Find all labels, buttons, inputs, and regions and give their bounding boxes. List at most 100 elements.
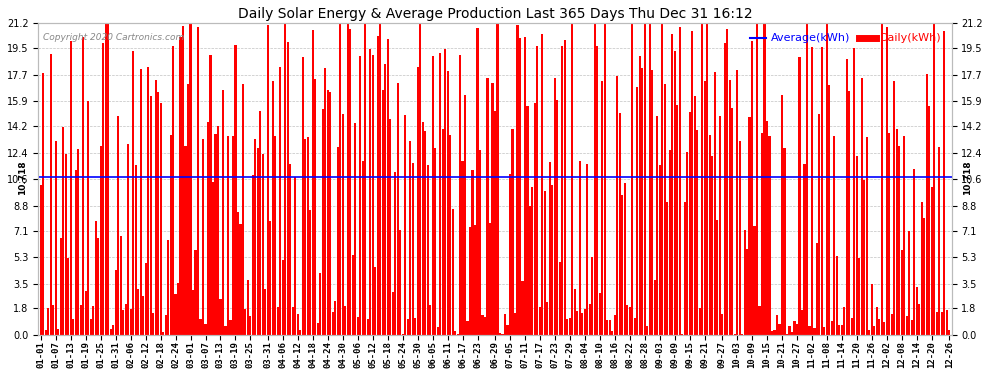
Bar	[177, 284, 179, 335]
Bar	[646, 326, 648, 335]
Bar	[222, 90, 224, 335]
Bar	[911, 320, 913, 335]
Bar	[756, 24, 758, 335]
Bar	[539, 307, 541, 335]
Bar	[294, 177, 296, 335]
Bar	[931, 187, 933, 335]
Bar	[79, 305, 82, 335]
Bar	[77, 148, 79, 335]
Bar	[512, 129, 514, 335]
Bar	[918, 304, 921, 335]
Bar	[704, 81, 706, 335]
Bar	[235, 45, 237, 335]
Bar	[736, 70, 739, 335]
Bar	[574, 289, 576, 335]
Bar	[898, 146, 900, 335]
Bar	[397, 83, 399, 335]
Bar	[940, 312, 942, 335]
Bar	[247, 280, 249, 335]
Bar	[57, 329, 59, 335]
Bar	[771, 331, 773, 335]
Bar	[249, 316, 251, 335]
Bar	[174, 294, 176, 335]
Bar	[117, 116, 119, 335]
Bar	[351, 255, 353, 335]
Bar	[125, 304, 127, 335]
Bar	[43, 74, 45, 335]
Bar	[936, 312, 938, 335]
Bar	[387, 39, 389, 335]
Bar	[746, 249, 748, 335]
Bar	[414, 318, 416, 335]
Bar	[501, 334, 504, 335]
Bar	[653, 280, 655, 335]
Bar	[934, 24, 936, 335]
Bar	[299, 330, 301, 335]
Bar	[194, 250, 197, 335]
Bar	[152, 313, 154, 335]
Bar	[354, 123, 356, 335]
Bar	[624, 183, 626, 335]
Bar	[891, 314, 893, 335]
Bar	[210, 55, 212, 335]
Bar	[858, 258, 860, 335]
Bar	[349, 29, 351, 335]
Bar	[419, 24, 421, 335]
Bar	[439, 53, 442, 335]
Bar	[95, 220, 97, 335]
Bar	[594, 24, 596, 335]
Bar	[132, 51, 135, 335]
Bar	[701, 24, 703, 335]
Bar	[853, 48, 855, 335]
Bar	[364, 24, 366, 335]
Bar	[786, 334, 788, 335]
Bar	[763, 24, 765, 335]
Bar	[167, 240, 169, 335]
Bar	[836, 256, 838, 335]
Bar	[384, 64, 386, 335]
Bar	[137, 289, 140, 335]
Bar	[561, 46, 563, 335]
Bar	[264, 290, 266, 335]
Bar	[809, 326, 811, 335]
Bar	[913, 169, 916, 335]
Bar	[801, 310, 803, 335]
Text: 10.718: 10.718	[19, 160, 28, 195]
Bar	[456, 334, 458, 335]
Bar	[741, 334, 743, 335]
Bar	[532, 187, 534, 335]
Bar	[860, 78, 863, 335]
Bar	[571, 24, 573, 335]
Bar	[491, 83, 494, 335]
Bar	[356, 318, 358, 335]
Bar	[40, 184, 42, 335]
Bar	[569, 318, 571, 335]
Bar	[579, 160, 581, 335]
Bar	[335, 301, 337, 335]
Bar	[282, 260, 284, 335]
Bar	[227, 136, 229, 335]
Bar	[586, 164, 588, 335]
Bar	[87, 101, 89, 335]
Bar	[868, 330, 870, 335]
Bar	[284, 24, 286, 335]
Bar	[85, 291, 87, 335]
Bar	[507, 325, 509, 335]
Bar	[399, 230, 401, 335]
Bar	[699, 308, 701, 335]
Bar	[776, 315, 778, 335]
Bar	[251, 176, 254, 335]
Bar	[115, 270, 117, 335]
Bar	[639, 56, 641, 335]
Bar	[454, 331, 456, 335]
Bar	[616, 76, 619, 335]
Bar	[232, 136, 234, 335]
Bar	[834, 136, 836, 335]
Bar	[409, 141, 411, 335]
Bar	[529, 206, 531, 335]
Bar	[187, 84, 189, 335]
Bar	[90, 320, 92, 335]
Bar	[743, 230, 745, 335]
Bar	[140, 69, 142, 335]
Bar	[279, 68, 281, 335]
